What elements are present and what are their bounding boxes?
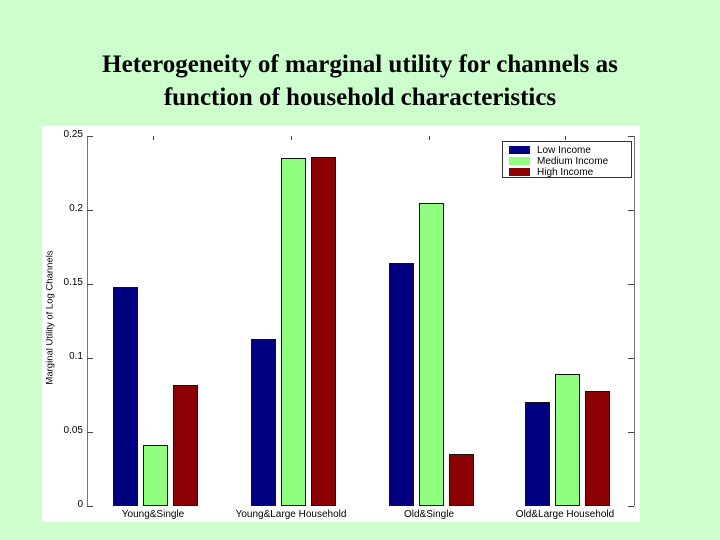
bar-low-income bbox=[525, 402, 550, 506]
legend-swatch-high bbox=[509, 168, 530, 176]
right-tick bbox=[628, 358, 634, 359]
y-tick-label: 0.05 bbox=[63, 425, 83, 436]
y-tick bbox=[87, 506, 93, 507]
y-tick bbox=[87, 284, 93, 285]
bar-medium-income bbox=[555, 374, 580, 506]
y-tick-label: 0 bbox=[77, 499, 83, 510]
legend-item-medium: Medium Income bbox=[509, 155, 609, 167]
x-tick-label: Young&Single bbox=[121, 509, 185, 520]
right-tick bbox=[628, 210, 634, 211]
y-tick bbox=[87, 432, 93, 433]
bar-medium-income bbox=[281, 158, 306, 506]
bar-medium-income bbox=[419, 202, 444, 506]
right-tick bbox=[628, 284, 634, 285]
y-axis-label: Marginal Utility of Log Channels bbox=[44, 250, 56, 385]
x-top-tick bbox=[429, 136, 430, 140]
x-tick-label: Old&Large Household bbox=[515, 509, 615, 520]
x-top-tick bbox=[291, 136, 292, 140]
y-tick-label: 0.1 bbox=[69, 351, 83, 362]
bar-high-income bbox=[173, 384, 198, 506]
x-top-tick bbox=[565, 136, 566, 140]
right-tick bbox=[628, 506, 634, 507]
bar-medium-income bbox=[143, 445, 168, 506]
bar-low-income bbox=[389, 263, 414, 506]
legend-label-low: Low Income bbox=[537, 144, 591, 156]
slide-title-line1: Heterogeneity of marginal utility for ch… bbox=[102, 51, 618, 78]
bar-low-income bbox=[251, 338, 276, 506]
x-top-tick bbox=[153, 136, 154, 140]
legend-swatch-low bbox=[509, 146, 530, 154]
y-tick-label: 0.25 bbox=[63, 129, 83, 140]
bar-high-income bbox=[311, 156, 336, 506]
bar-high-income bbox=[449, 454, 474, 506]
legend-item-high: High Income bbox=[509, 166, 594, 178]
right-tick bbox=[628, 136, 634, 137]
right-tick bbox=[628, 432, 634, 433]
x-tick-label: Old&Single bbox=[403, 509, 455, 520]
y-axis-line bbox=[87, 136, 88, 506]
slide-title: Heterogeneity of marginal utility for ch… bbox=[0, 48, 720, 114]
legend-label-medium: Medium Income bbox=[537, 155, 609, 167]
slide-title-line2: function of household characteristics bbox=[163, 84, 557, 111]
y-tick bbox=[87, 358, 93, 359]
x-tick-label: Young&Large Household bbox=[235, 509, 347, 520]
legend-swatch-medium bbox=[509, 157, 530, 165]
legend-item-low: Low Income bbox=[509, 144, 591, 156]
y-tick-label: 0.15 bbox=[63, 277, 83, 288]
right-axis-line bbox=[634, 136, 635, 506]
bar-high-income bbox=[585, 390, 610, 506]
y-tick-label: 0.2 bbox=[69, 203, 83, 214]
legend: Low Income Medium Income High Income bbox=[502, 141, 632, 178]
y-tick bbox=[87, 136, 93, 137]
legend-label-high: High Income bbox=[537, 166, 594, 178]
y-tick bbox=[87, 210, 93, 211]
bar-low-income bbox=[113, 286, 138, 506]
